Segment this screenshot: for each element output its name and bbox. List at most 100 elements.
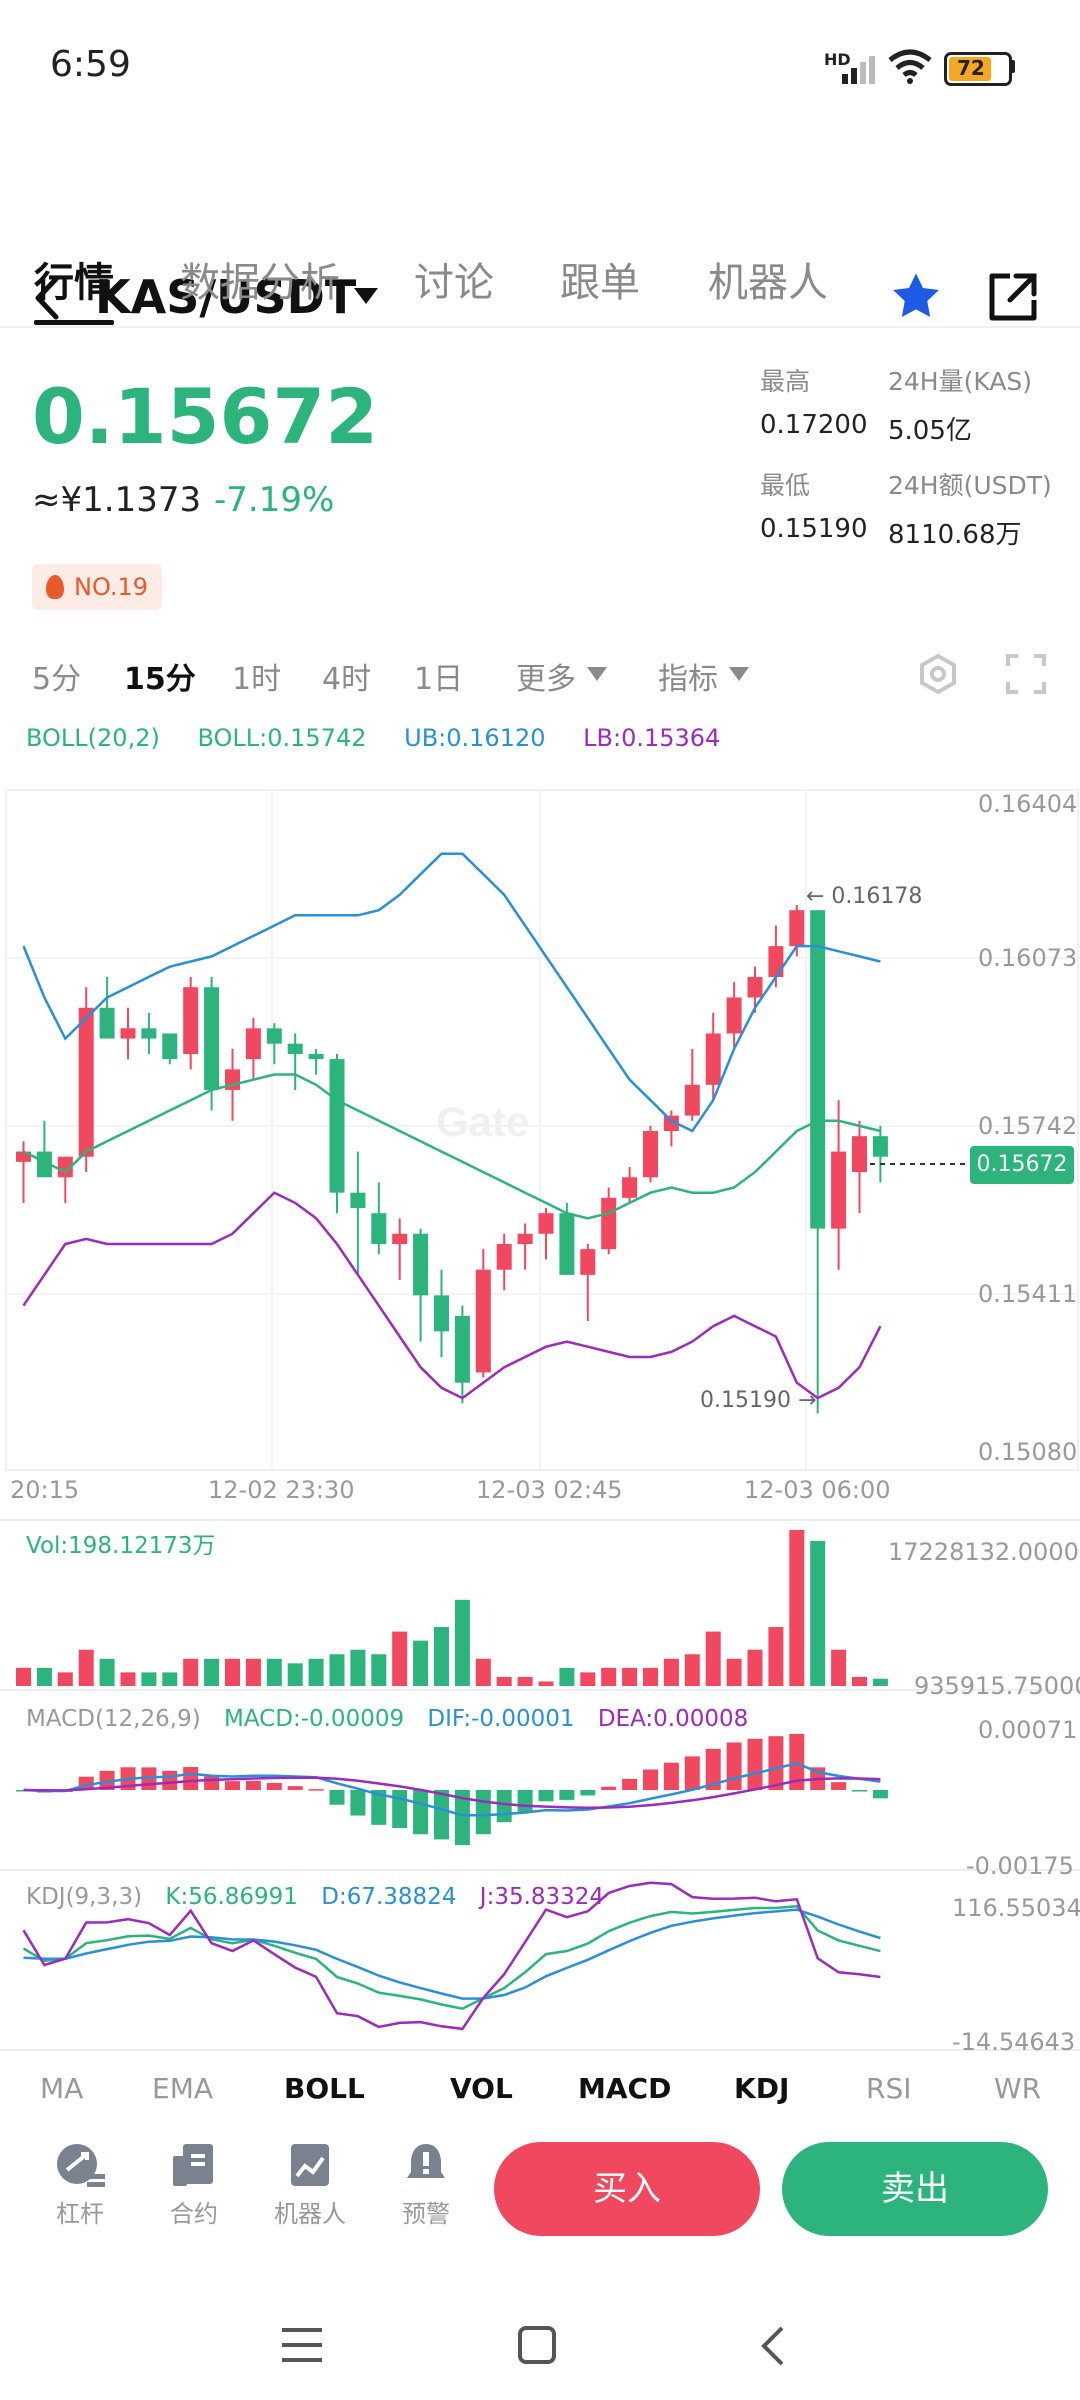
macd-bar [454,1790,470,1846]
candle-body [16,1151,31,1162]
wifi-icon [888,49,932,84]
candle-body [789,910,805,947]
candle-body [810,910,826,1229]
candle-body [308,1053,324,1060]
tab-robot[interactable]: 机器人 [708,260,828,306]
candle-body [475,1269,491,1373]
tf-4h[interactable]: 4时 [322,662,372,697]
candle-body [204,987,220,1090]
low-value: 0.15190 [760,514,868,544]
ind-tab-macd[interactable]: MACD [578,2072,672,2105]
candle-body [392,1233,408,1245]
macd-bar [392,1790,408,1829]
price-change: -7.19% [214,480,335,520]
ind-tab-rsi[interactable]: RSI [866,2072,912,2105]
macd-bar [99,1770,115,1790]
candle-body [413,1233,429,1296]
volume-bar [747,1649,763,1686]
robot-icon [291,2144,329,2186]
macd-bar [580,1790,596,1796]
volume-bar [496,1676,512,1686]
macd-bar [517,1790,533,1812]
pair-title[interactable]: KAS/USDT [95,270,357,324]
dropdown-caret-icon[interactable] [353,286,379,306]
candle-body [245,1028,261,1060]
volume-bar [308,1658,324,1686]
sell-button[interactable]: 卖出 [782,2142,1048,2236]
candle-body [643,1131,658,1178]
tab-copy-trading[interactable]: 跟单 [560,260,640,306]
dif-value: DIF:-0.00001 [427,1706,575,1732]
macd-bar [538,1790,554,1802]
volume-bar [559,1667,575,1686]
home-icon[interactable] [518,2326,556,2364]
tab-market[interactable]: 行情 [34,260,114,306]
fullscreen-icon[interactable] [1004,652,1048,696]
rank-badge[interactable]: NO.19 [32,564,163,610]
favorite-star-icon[interactable] [888,270,944,324]
candlestick-chart[interactable]: Gate [0,780,1080,2070]
tf-indicator[interactable]: 指标 [658,662,718,697]
ind-tab-boll[interactable]: BOLL [284,2072,365,2105]
system-nav-bar [0,2280,1080,2400]
time-tick-0: 20:15 [10,1476,80,1504]
chart-settings-icon[interactable] [916,652,960,696]
volume-bar [454,1599,470,1686]
leverage-button[interactable]: 杠杆 [50,2140,110,2229]
volume-bar [36,1667,52,1686]
macd-bar [831,1782,847,1790]
macd-bar [622,1778,638,1790]
volume-bar [57,1672,73,1686]
candle-body [57,1156,73,1178]
candle-body [287,1043,303,1054]
status-bar: 6:59 HD 72 [0,0,1080,130]
alert-label: 预警 [402,2200,450,2228]
tab-data-analysis[interactable]: 数据分析 [180,260,340,306]
price-tick-2: 0.15742 [978,1112,1078,1140]
macd-bar [329,1790,345,1805]
ind-tab-ma[interactable]: MA [40,2072,84,2105]
candle-body [517,1233,533,1245]
volume-bar [580,1672,596,1686]
candle-body [99,1007,115,1039]
tf-5m[interactable]: 5分 [32,662,82,697]
ind-tab-kdj[interactable]: KDJ [734,2072,790,2105]
tf-1h[interactable]: 1时 [232,662,282,697]
volume-bar [266,1658,282,1686]
macd-bar [747,1738,763,1790]
share-icon[interactable] [986,270,1040,324]
tf-1d[interactable]: 1日 [414,662,464,697]
tf-more[interactable]: 更多 [516,662,576,697]
contract-button[interactable]: 合约 [164,2140,224,2229]
ind-tab-vol[interactable]: VOL [450,2072,513,2105]
leverage-icon [57,2144,105,2187]
tf-15m[interactable]: 15分 [124,662,196,697]
back-nav-icon[interactable] [760,2326,786,2366]
indicator-caret-icon [729,667,749,681]
ind-tab-wr[interactable]: WR [994,2072,1042,2105]
boll-name: BOLL(20,2) [26,724,160,752]
volume-bar [413,1640,429,1686]
price-tick-0: 0.16404 [978,790,1078,818]
ind-tab-ema[interactable]: EMA [152,2072,214,2105]
macd-bar [768,1736,784,1790]
candle-body [496,1244,512,1270]
price-tick-1: 0.16073 [978,944,1078,972]
contract-label: 合约 [170,2200,218,2228]
macd-bar [475,1790,491,1835]
menu-icon[interactable] [282,2328,322,2362]
volume-bar [78,1649,94,1686]
kdj-name: KDJ(9,3,3) [26,1884,143,1910]
candle-body [726,997,742,1034]
current-price-text: 0.15672 [976,1152,1068,1177]
high-marker: ← 0.16178 [806,884,923,909]
buy-button[interactable]: 买入 [494,2142,760,2236]
robot-button[interactable]: 机器人 [270,2140,350,2229]
alert-button[interactable]: 预警 [396,2140,456,2229]
macd-name: MACD(12,26,9) [26,1706,201,1732]
candle-body [580,1249,596,1275]
candle-body [684,1084,700,1116]
back-icon[interactable] [30,275,66,321]
candle-body [538,1213,554,1234]
tab-discussion[interactable]: 讨论 [414,260,494,306]
